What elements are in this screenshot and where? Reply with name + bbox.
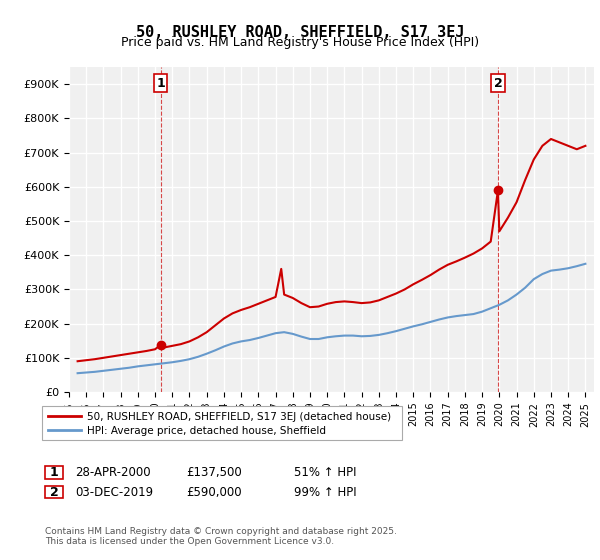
Text: 2: 2	[494, 77, 502, 90]
Text: 28-APR-2000: 28-APR-2000	[75, 466, 151, 479]
Text: HPI: Average price, detached house, Sheffield: HPI: Average price, detached house, Shef…	[87, 426, 326, 436]
Text: 51% ↑ HPI: 51% ↑ HPI	[294, 466, 356, 479]
Text: £137,500: £137,500	[186, 466, 242, 479]
Text: 1: 1	[156, 77, 165, 90]
Text: 99% ↑ HPI: 99% ↑ HPI	[294, 486, 356, 499]
Text: 2: 2	[50, 486, 58, 499]
Text: 03-DEC-2019: 03-DEC-2019	[75, 486, 153, 499]
Text: 50, RUSHLEY ROAD, SHEFFIELD, S17 3EJ (detached house): 50, RUSHLEY ROAD, SHEFFIELD, S17 3EJ (de…	[87, 412, 391, 422]
Text: Contains HM Land Registry data © Crown copyright and database right 2025.
This d: Contains HM Land Registry data © Crown c…	[45, 526, 397, 546]
Text: Price paid vs. HM Land Registry's House Price Index (HPI): Price paid vs. HM Land Registry's House …	[121, 36, 479, 49]
Text: 50, RUSHLEY ROAD, SHEFFIELD, S17 3EJ (detached house): 50, RUSHLEY ROAD, SHEFFIELD, S17 3EJ (de…	[87, 412, 391, 422]
Text: 1: 1	[50, 466, 58, 479]
Text: £590,000: £590,000	[186, 486, 242, 499]
Text: HPI: Average price, detached house, Sheffield: HPI: Average price, detached house, Shef…	[87, 426, 326, 436]
Text: 50, RUSHLEY ROAD, SHEFFIELD, S17 3EJ: 50, RUSHLEY ROAD, SHEFFIELD, S17 3EJ	[136, 25, 464, 40]
